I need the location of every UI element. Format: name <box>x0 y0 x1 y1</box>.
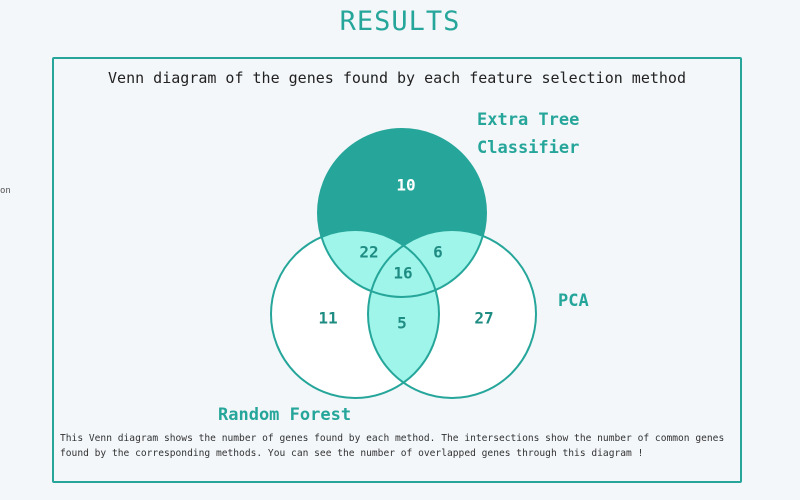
rf-pca-overlap-value: 5 <box>397 314 407 333</box>
side-text-fragment: on <box>0 186 11 196</box>
random-forest-only-value: 11 <box>318 309 337 328</box>
extra-tree-label-line1: Extra Tree <box>477 110 579 130</box>
random-forest-circle-outline <box>270 229 440 399</box>
extra-tree-only-value: 10 <box>396 176 415 195</box>
results-card: Venn diagram of the genes found by each … <box>52 57 742 483</box>
extra-tree-circle-outline <box>317 128 487 298</box>
random-forest-label: Random Forest <box>218 405 351 425</box>
extra-tree-label-line2: Classifier <box>477 138 579 158</box>
et-pca-overlap-value: 6 <box>433 243 443 262</box>
diagram-description: This Venn diagram shows the number of ge… <box>60 433 725 459</box>
pca-circle-outline <box>367 229 537 399</box>
pca-only-value: 27 <box>474 309 493 328</box>
pca-label: PCA <box>558 291 589 311</box>
diagram-caption: Venn diagram of the genes found by each … <box>108 69 686 87</box>
et-rf-overlap-value: 22 <box>359 243 378 262</box>
all-three-overlap-value: 16 <box>393 264 412 283</box>
venn-diagram: Extra Tree Classifier PCA Random Forest … <box>218 110 589 425</box>
overlap-rf-pca <box>368 230 439 398</box>
page-title: RESULTS <box>339 6 461 37</box>
